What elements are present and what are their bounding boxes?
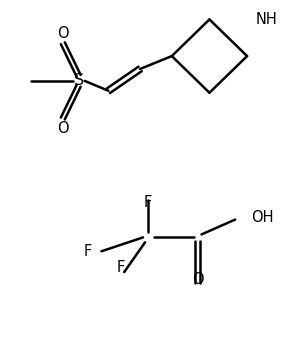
Text: NH: NH (256, 12, 278, 27)
Text: F: F (144, 195, 152, 210)
Text: O: O (57, 26, 69, 41)
Text: F: F (116, 260, 124, 275)
Text: F: F (83, 244, 92, 259)
Text: OH: OH (251, 210, 274, 225)
Text: S: S (74, 73, 84, 88)
Text: O: O (57, 121, 69, 136)
Text: O: O (192, 271, 203, 287)
